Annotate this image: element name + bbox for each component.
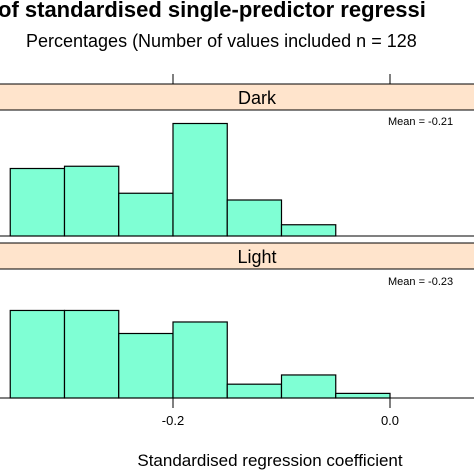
chart-subtitle: Percentages (Number of values included n… (26, 31, 417, 51)
bottom-axis: -0.2 0.0 (162, 398, 399, 428)
mean-label: Mean = -0.21 (388, 116, 453, 128)
chart-title: of standardised single-predictor regress… (0, 0, 426, 22)
histogram-bar (335, 392, 391, 399)
histogram-bar (226, 199, 283, 237)
histogram-bar (9, 167, 66, 237)
bars-light (9, 309, 391, 399)
x-axis-title: Standardised regression coefficient (137, 451, 403, 470)
x-tick-label: -0.2 (162, 413, 184, 428)
bars-dark (9, 122, 337, 237)
histogram-bar (9, 309, 66, 399)
histogram-bar (63, 309, 120, 399)
histogram-bar (226, 383, 283, 399)
histogram-bar (118, 332, 174, 399)
strip-label: Light (237, 247, 276, 267)
panel-light: Light Mean = -0.23 (0, 242, 474, 399)
histogram-bar (172, 321, 228, 399)
top-axis (172, 74, 391, 84)
panel-dark: Dark Mean = -0.21 (0, 83, 474, 237)
histogram-bar (172, 122, 228, 237)
mean-label: Mean = -0.23 (388, 276, 453, 288)
strip-label: Dark (238, 88, 277, 108)
histogram-bar (63, 165, 120, 237)
histogram-bar (280, 374, 337, 399)
histogram-bar (280, 224, 337, 237)
x-tick-label: 0.0 (381, 413, 399, 428)
histogram-bar (118, 192, 174, 237)
